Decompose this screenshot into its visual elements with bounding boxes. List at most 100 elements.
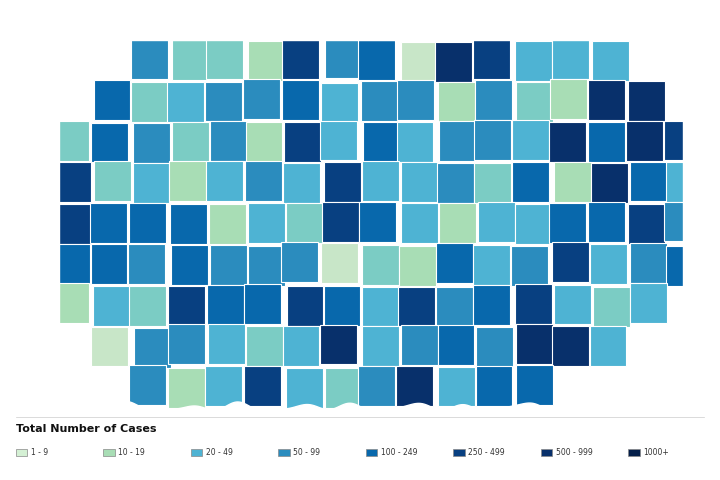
FancyBboxPatch shape bbox=[133, 123, 170, 163]
FancyBboxPatch shape bbox=[630, 243, 667, 283]
FancyBboxPatch shape bbox=[397, 80, 433, 120]
FancyBboxPatch shape bbox=[665, 162, 703, 202]
FancyBboxPatch shape bbox=[436, 287, 473, 326]
FancyBboxPatch shape bbox=[437, 163, 474, 203]
FancyBboxPatch shape bbox=[16, 164, 53, 204]
FancyBboxPatch shape bbox=[207, 285, 244, 325]
FancyBboxPatch shape bbox=[549, 203, 586, 243]
FancyBboxPatch shape bbox=[130, 203, 166, 243]
Bar bbox=[453, 448, 464, 456]
FancyBboxPatch shape bbox=[398, 287, 435, 326]
FancyBboxPatch shape bbox=[664, 202, 701, 241]
FancyBboxPatch shape bbox=[473, 245, 510, 285]
FancyBboxPatch shape bbox=[208, 324, 246, 364]
FancyBboxPatch shape bbox=[552, 326, 589, 366]
FancyBboxPatch shape bbox=[282, 80, 319, 120]
FancyBboxPatch shape bbox=[362, 326, 399, 366]
FancyBboxPatch shape bbox=[282, 242, 318, 282]
FancyBboxPatch shape bbox=[168, 368, 204, 408]
FancyBboxPatch shape bbox=[362, 245, 399, 285]
FancyBboxPatch shape bbox=[474, 285, 510, 325]
FancyBboxPatch shape bbox=[53, 244, 90, 284]
FancyBboxPatch shape bbox=[590, 244, 627, 284]
FancyBboxPatch shape bbox=[401, 325, 438, 365]
Text: 50 - 99: 50 - 99 bbox=[293, 448, 320, 457]
FancyBboxPatch shape bbox=[516, 324, 553, 364]
FancyBboxPatch shape bbox=[56, 204, 93, 244]
FancyBboxPatch shape bbox=[478, 202, 515, 242]
FancyBboxPatch shape bbox=[209, 204, 246, 244]
FancyBboxPatch shape bbox=[439, 203, 476, 243]
FancyBboxPatch shape bbox=[588, 202, 624, 242]
FancyBboxPatch shape bbox=[397, 122, 433, 162]
FancyBboxPatch shape bbox=[324, 286, 361, 326]
FancyBboxPatch shape bbox=[243, 79, 280, 119]
FancyBboxPatch shape bbox=[396, 366, 433, 406]
FancyBboxPatch shape bbox=[205, 82, 242, 121]
FancyBboxPatch shape bbox=[91, 326, 127, 367]
Text: 10 - 19: 10 - 19 bbox=[118, 448, 145, 457]
FancyBboxPatch shape bbox=[94, 80, 130, 120]
FancyBboxPatch shape bbox=[554, 285, 590, 324]
FancyBboxPatch shape bbox=[358, 366, 395, 406]
FancyBboxPatch shape bbox=[515, 204, 552, 244]
FancyBboxPatch shape bbox=[282, 39, 318, 79]
FancyBboxPatch shape bbox=[283, 163, 320, 203]
FancyBboxPatch shape bbox=[631, 162, 667, 202]
Bar bbox=[366, 448, 377, 456]
FancyBboxPatch shape bbox=[282, 326, 320, 366]
FancyBboxPatch shape bbox=[284, 122, 321, 162]
FancyBboxPatch shape bbox=[588, 122, 625, 162]
FancyBboxPatch shape bbox=[132, 39, 168, 79]
FancyBboxPatch shape bbox=[593, 287, 630, 327]
FancyBboxPatch shape bbox=[512, 162, 549, 202]
FancyBboxPatch shape bbox=[287, 368, 323, 408]
FancyBboxPatch shape bbox=[210, 121, 247, 161]
FancyBboxPatch shape bbox=[168, 82, 204, 122]
FancyBboxPatch shape bbox=[287, 287, 323, 326]
FancyBboxPatch shape bbox=[172, 122, 209, 162]
FancyBboxPatch shape bbox=[361, 81, 398, 121]
FancyBboxPatch shape bbox=[630, 284, 667, 324]
FancyBboxPatch shape bbox=[324, 162, 361, 202]
FancyBboxPatch shape bbox=[134, 328, 171, 368]
FancyBboxPatch shape bbox=[549, 122, 586, 162]
FancyBboxPatch shape bbox=[320, 324, 356, 364]
FancyBboxPatch shape bbox=[172, 40, 209, 80]
FancyBboxPatch shape bbox=[129, 287, 166, 326]
FancyBboxPatch shape bbox=[400, 246, 436, 286]
FancyBboxPatch shape bbox=[363, 122, 400, 162]
FancyBboxPatch shape bbox=[130, 365, 166, 405]
FancyBboxPatch shape bbox=[593, 41, 629, 81]
FancyBboxPatch shape bbox=[54, 162, 91, 202]
FancyBboxPatch shape bbox=[17, 246, 55, 286]
Text: Total Number of Cases: Total Number of Cases bbox=[16, 424, 156, 434]
FancyBboxPatch shape bbox=[93, 287, 130, 326]
Text: 1000+: 1000+ bbox=[643, 448, 669, 457]
FancyBboxPatch shape bbox=[474, 163, 510, 203]
FancyBboxPatch shape bbox=[17, 204, 54, 244]
FancyBboxPatch shape bbox=[474, 120, 510, 160]
FancyBboxPatch shape bbox=[362, 161, 399, 201]
FancyBboxPatch shape bbox=[516, 365, 553, 405]
FancyBboxPatch shape bbox=[436, 42, 472, 82]
FancyBboxPatch shape bbox=[401, 203, 438, 243]
FancyBboxPatch shape bbox=[131, 82, 168, 122]
FancyBboxPatch shape bbox=[475, 366, 513, 406]
FancyBboxPatch shape bbox=[19, 123, 56, 163]
FancyBboxPatch shape bbox=[168, 286, 205, 326]
Text: 500 - 999: 500 - 999 bbox=[556, 448, 593, 457]
FancyBboxPatch shape bbox=[91, 122, 128, 162]
FancyBboxPatch shape bbox=[323, 202, 359, 242]
FancyBboxPatch shape bbox=[438, 325, 474, 365]
FancyBboxPatch shape bbox=[244, 366, 281, 406]
FancyBboxPatch shape bbox=[552, 242, 589, 282]
FancyBboxPatch shape bbox=[516, 83, 552, 122]
FancyBboxPatch shape bbox=[169, 161, 206, 201]
FancyBboxPatch shape bbox=[554, 162, 591, 202]
FancyBboxPatch shape bbox=[94, 161, 130, 201]
FancyBboxPatch shape bbox=[128, 244, 166, 284]
FancyBboxPatch shape bbox=[362, 287, 399, 326]
FancyBboxPatch shape bbox=[588, 80, 625, 120]
FancyBboxPatch shape bbox=[626, 120, 662, 160]
